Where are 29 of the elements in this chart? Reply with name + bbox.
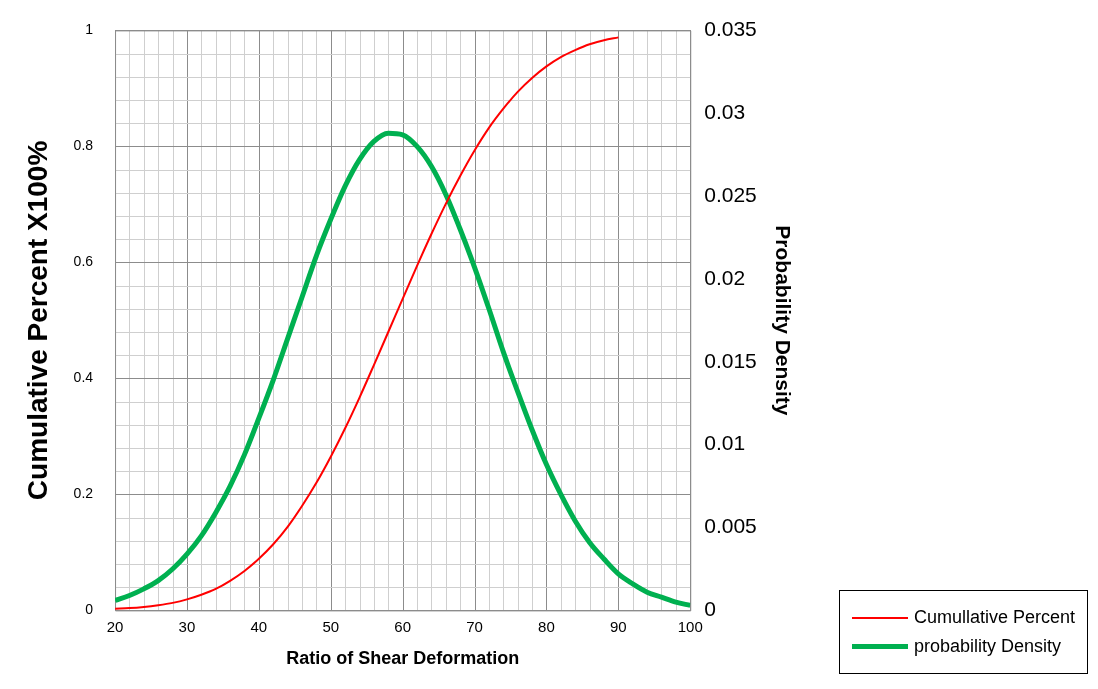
x-tick-label: 30 [178, 617, 196, 635]
x-tick-label: 70 [466, 617, 483, 635]
x-tick-label: 40 [250, 617, 268, 635]
y-tick-label: 0 [85, 601, 94, 618]
x-tick-label: 100 [677, 617, 703, 635]
y-tick-label: 0.8 [73, 137, 94, 154]
y2-tick-label: 0.015 [704, 348, 757, 372]
y2-tick-label: 0.025 [704, 182, 757, 206]
y2-tick-label: 0.035 [704, 17, 757, 41]
y2-tick-label: 0.005 [704, 514, 757, 538]
y2-tick-label: 0.01 [704, 431, 746, 455]
x-tick-label: 90 [610, 617, 627, 635]
line-series [115, 36, 620, 610]
y-tick-label: 0.6 [73, 253, 94, 270]
y-tick-label: 1 [85, 21, 94, 38]
y2-tick-label: 0.03 [704, 100, 746, 124]
x-tick-label: 80 [538, 617, 555, 635]
x-tick-label: 60 [394, 617, 411, 635]
legend-label: probability Density [913, 636, 1061, 657]
y2-tick-label: 0.02 [704, 265, 746, 289]
x-tick-label: 50 [322, 617, 340, 635]
y2-tick-label: 0 [704, 597, 716, 621]
y2-axis-title: Probability Density [771, 225, 795, 416]
y-tick-label: 0.4 [73, 369, 94, 386]
y-axis-title: Cumulative Percent X100% [21, 140, 53, 501]
legend-label: Cumullative Percent [913, 607, 1075, 628]
x-tick-label: 20 [106, 617, 124, 635]
x-axis-title: Ratio of Shear Deformation [286, 648, 520, 669]
y-tick-label: 0.2 [73, 485, 94, 502]
